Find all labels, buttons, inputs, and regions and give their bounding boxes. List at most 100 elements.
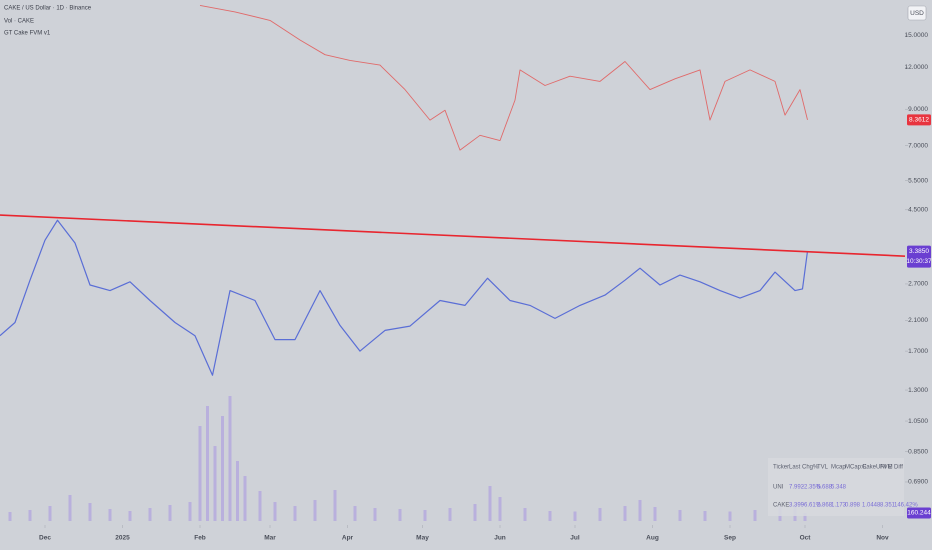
volume-bar	[313, 500, 317, 521]
y-tick-label: 2.7000	[908, 281, 928, 288]
volume-badge	[907, 507, 931, 519]
y-tick-label: 1.7000	[908, 348, 928, 355]
indicator-label: GT Cake FVM v1	[4, 31, 51, 37]
volume-bar	[398, 509, 402, 521]
volume-bar	[638, 500, 642, 521]
table-cell: CAKE	[773, 503, 789, 509]
y-tick-label: 4.5000	[908, 207, 928, 214]
volume-bar	[333, 490, 337, 521]
volume-bar	[88, 503, 92, 521]
table-cell: 3.399	[789, 503, 805, 509]
volume-bar	[68, 495, 72, 521]
x-tick-label: Dec	[39, 535, 51, 542]
volume-bar	[353, 506, 357, 521]
table-bg	[768, 458, 904, 516]
table-cell: 2.868	[817, 503, 833, 509]
x-tick-label: Apr	[342, 535, 354, 542]
volume-bar	[188, 502, 192, 521]
volume-bar	[728, 511, 732, 521]
table-cell: 1.173	[831, 503, 847, 509]
price-badge	[907, 114, 931, 126]
table-cell: UNI	[773, 485, 784, 491]
table-header: Mcap	[831, 465, 846, 471]
table-cell: -6.61%	[802, 503, 822, 509]
volume-bar	[573, 511, 577, 521]
volume-bar	[473, 504, 477, 521]
volume-bar	[198, 426, 202, 521]
volume-bar	[488, 486, 492, 521]
volume-bar	[598, 508, 602, 521]
table-cell: 5.348	[831, 485, 847, 491]
volume-bar	[108, 509, 112, 521]
x-tick-label: Aug	[646, 535, 659, 542]
table-header: Chg%	[802, 465, 819, 471]
volume-bar	[221, 416, 224, 521]
volume-bar	[128, 511, 132, 521]
volume-bar	[48, 506, 52, 521]
y-tick-label: 9.0000	[908, 106, 928, 113]
table-cell: 146.42%	[894, 503, 918, 509]
table-header: TVL	[817, 465, 829, 471]
price-badge-label: 3.3850	[909, 248, 929, 255]
volume-bar	[523, 508, 527, 521]
volume-bar	[206, 406, 209, 521]
x-tick-label: Mar	[264, 535, 276, 542]
volume-bar	[448, 508, 452, 521]
y-tick-label: 0.6900	[908, 479, 928, 486]
symbol-title: CAKE / US Dollar · 1D · Binance	[4, 6, 92, 12]
volume-badge-label: 160.244	[907, 510, 931, 517]
volume-bar	[548, 511, 552, 521]
volume-bar	[228, 396, 232, 521]
x-tick-label: Oct	[800, 535, 812, 542]
y-tick-label: 1.3000	[908, 387, 928, 394]
volume-bar	[236, 461, 239, 521]
price-badge-label: 8.3612	[909, 117, 929, 124]
currency-button[interactable]	[907, 5, 927, 21]
table-header: FVM	[880, 465, 893, 471]
volume-bar	[28, 510, 32, 521]
plot-area	[0, 4, 908, 528]
table-cell: 8.351	[880, 503, 896, 509]
currency[interactable]: USD	[910, 10, 924, 17]
y-tick-label: 5.5000	[908, 177, 928, 184]
x-tick-label: 2025	[115, 535, 130, 542]
table-header: Last	[789, 465, 801, 471]
y-tick-label: 1.0500	[908, 418, 928, 425]
volume-bar	[803, 512, 807, 521]
volume-bar	[8, 512, 12, 521]
table-cell: 7.992	[789, 485, 805, 491]
y-tick-label: 2.1000	[908, 317, 928, 324]
countdown: 10:30:37	[906, 258, 932, 265]
table-cell: 1.0448	[862, 503, 881, 509]
volume-bar	[243, 476, 247, 521]
volume-bar	[273, 502, 277, 521]
y-tick-label: 0.8500	[908, 448, 928, 455]
x-tick-label: May	[416, 535, 429, 542]
table-cell: 5.688	[817, 485, 833, 491]
volume-bar	[213, 446, 217, 521]
volume-bar	[623, 506, 627, 521]
table-cell: -2.35%	[802, 485, 822, 491]
trendline	[0, 214, 906, 257]
volume-label: Vol · CAKE	[4, 19, 34, 25]
volume-bar	[373, 508, 377, 521]
x-tick-label: Sep	[724, 535, 736, 542]
price-badge	[907, 245, 931, 268]
volume-bar	[258, 491, 262, 521]
volume-bar	[498, 497, 502, 521]
volume-bar	[148, 508, 152, 521]
table-header: Ticker	[773, 465, 789, 471]
price-line	[0, 219, 809, 376]
table-header: MCap:E	[845, 465, 867, 471]
volume-bar	[168, 505, 172, 521]
volume-bar	[678, 510, 682, 521]
x-tick-label: Jun	[494, 535, 506, 542]
x-tick-label: Nov	[876, 535, 889, 542]
volume-bar	[293, 506, 297, 521]
price-line	[199, 4, 808, 151]
y-tick-label: 7.0000	[908, 142, 928, 149]
volume-bar	[653, 507, 657, 521]
volume-bar	[423, 510, 427, 521]
